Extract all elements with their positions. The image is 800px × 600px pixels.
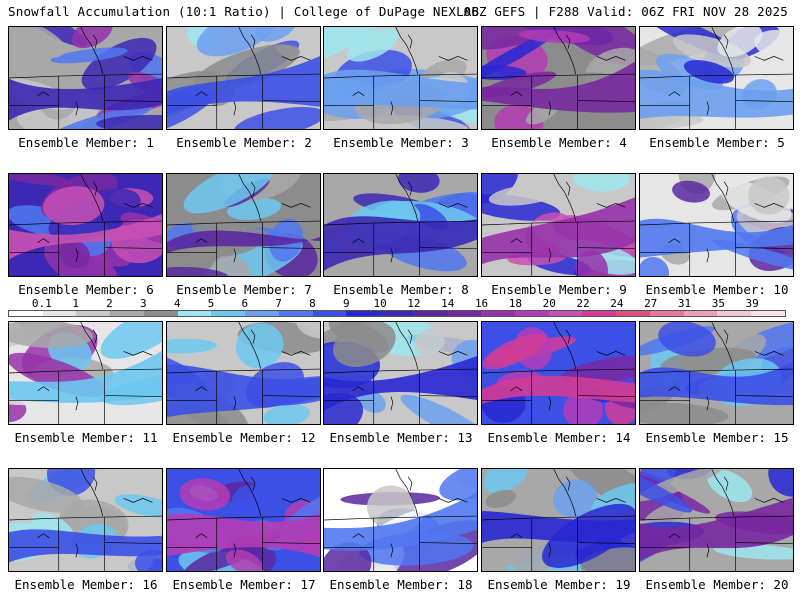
ensemble-member-map xyxy=(166,26,321,130)
ensemble-member-map xyxy=(8,468,163,572)
snowfall-colorbar xyxy=(8,310,786,317)
ensemble-member-label: Ensemble Member: 3 xyxy=(333,135,469,150)
colorbar-tick: 12 xyxy=(407,297,421,310)
colorbar-tick: 22 xyxy=(576,297,590,310)
ensemble-member-map xyxy=(639,173,794,277)
ensemble-member-map xyxy=(323,173,478,277)
colorbar-tick: 2 xyxy=(106,297,113,310)
ensemble-member-label: Ensemble Member: 2 xyxy=(176,135,312,150)
model-valid-time: 06Z GEFS | F288 Valid: 06Z FRI NOV 28 20… xyxy=(463,4,788,19)
colorbar-tick: 20 xyxy=(542,297,556,310)
ensemble-member-label: Ensemble Member: 15 xyxy=(645,430,789,445)
colorbar-tick: 8 xyxy=(309,297,316,310)
ensemble-member-label: Ensemble Member: 16 xyxy=(14,577,158,592)
colorbar-swatch xyxy=(447,311,482,316)
ensemble-member-label: Ensemble Member: 7 xyxy=(176,282,312,297)
ensemble-member-label: Ensemble Member: 12 xyxy=(172,430,316,445)
ensemble-member-map xyxy=(639,321,794,425)
ensemble-member-label: Ensemble Member: 11 xyxy=(14,430,158,445)
ensemble-member-map xyxy=(481,173,636,277)
colorbar-tick: 7 xyxy=(275,297,282,310)
colorbar-swatch xyxy=(413,311,448,316)
ensemble-member-label: Ensemble Member: 14 xyxy=(487,430,631,445)
ensemble-member-map xyxy=(166,173,321,277)
colorbar-swatch xyxy=(110,311,144,316)
ensemble-member-map xyxy=(481,468,636,572)
ensemble-member-label: Ensemble Member: 18 xyxy=(329,577,473,592)
colorbar-swatch xyxy=(582,311,617,316)
colorbar-swatch xyxy=(312,311,347,316)
ensemble-member-map xyxy=(8,26,163,130)
colorbar-tick: 24 xyxy=(610,297,624,310)
colorbar-tick: 4 xyxy=(173,297,181,310)
colorbar-tick: 3 xyxy=(139,297,147,310)
colorbar-tick: 9 xyxy=(342,297,350,310)
colorbar-swatch xyxy=(683,311,718,316)
ensemble-member-label: Ensemble Member: 10 xyxy=(645,282,789,297)
ensemble-member-map xyxy=(8,321,163,425)
colorbar-tick: 10 xyxy=(373,297,387,310)
colorbar-tick-labels: 0.1 1 2 3 4 5 6 7 8 9 10 12 14 16 18 20 22 24 27 31 35 39 xyxy=(8,297,786,310)
colorbar-swatch xyxy=(616,311,650,316)
ensemble-member-label: Ensemble Member: 5 xyxy=(649,135,785,150)
ensemble-member-map xyxy=(323,321,478,425)
ensemble-member-map xyxy=(639,468,794,572)
colorbar-swatch xyxy=(245,311,279,316)
colorbar-swatch xyxy=(380,311,414,316)
ensemble-member-map xyxy=(481,26,636,130)
colorbar-swatch xyxy=(9,311,43,316)
ensemble-member-label: Ensemble Member: 20 xyxy=(645,577,789,592)
colorbar-tick: 27 xyxy=(644,297,658,310)
colorbar-swatch xyxy=(515,311,549,316)
colorbar-tick: 16 xyxy=(474,297,489,310)
colorbar-swatch xyxy=(211,311,246,316)
colorbar-tick: 1 xyxy=(72,297,79,310)
ensemble-member-label: Ensemble Member: 9 xyxy=(491,282,627,297)
ensemble-member-label: Ensemble Member: 4 xyxy=(491,135,627,150)
ensemble-member-label: Ensemble Member: 19 xyxy=(487,577,631,592)
colorbar-swatch xyxy=(481,311,516,316)
colorbar-tick: 35 xyxy=(711,297,725,310)
colorbar-swatch xyxy=(548,311,583,316)
ensemble-member-label: Ensemble Member: 8 xyxy=(333,282,469,297)
ensemble-member-map xyxy=(8,173,163,277)
map-title: Snowfall Accumulation (10:1 Ratio) | Col… xyxy=(8,4,480,19)
colorbar-swatch xyxy=(143,311,178,316)
colorbar-swatch xyxy=(649,311,684,316)
ensemble-member-label: Ensemble Member: 17 xyxy=(172,577,316,592)
colorbar-tick: 6 xyxy=(241,297,249,310)
colorbar-swatch xyxy=(76,311,111,316)
colorbar-swatch xyxy=(346,311,381,316)
ensemble-member-label: Ensemble Member: 13 xyxy=(329,430,473,445)
colorbar-swatch xyxy=(42,311,77,316)
colorbar-tick: 0.1 xyxy=(31,297,52,310)
colorbar-tick: 14 xyxy=(441,297,455,310)
ensemble-member-map xyxy=(481,321,636,425)
ensemble-member-map xyxy=(323,26,478,130)
ensemble-member-map xyxy=(166,321,321,425)
colorbar-tick: 18 xyxy=(508,297,523,310)
colorbar-tick: 31 xyxy=(677,297,692,310)
colorbar-swatch xyxy=(177,311,212,316)
ensemble-member-label: Ensemble Member: 1 xyxy=(18,135,154,150)
colorbar-swatch xyxy=(751,311,785,316)
ensemble-member-label: Ensemble Member: 6 xyxy=(18,282,154,297)
ensemble-member-map xyxy=(639,26,794,130)
ensemble-member-map xyxy=(166,468,321,572)
colorbar-swatch xyxy=(717,311,752,316)
ensemble-member-map xyxy=(323,468,478,572)
colorbar-swatch xyxy=(278,311,313,316)
colorbar-tick: 39 xyxy=(745,297,759,310)
colorbar-tick: 5 xyxy=(207,297,215,310)
